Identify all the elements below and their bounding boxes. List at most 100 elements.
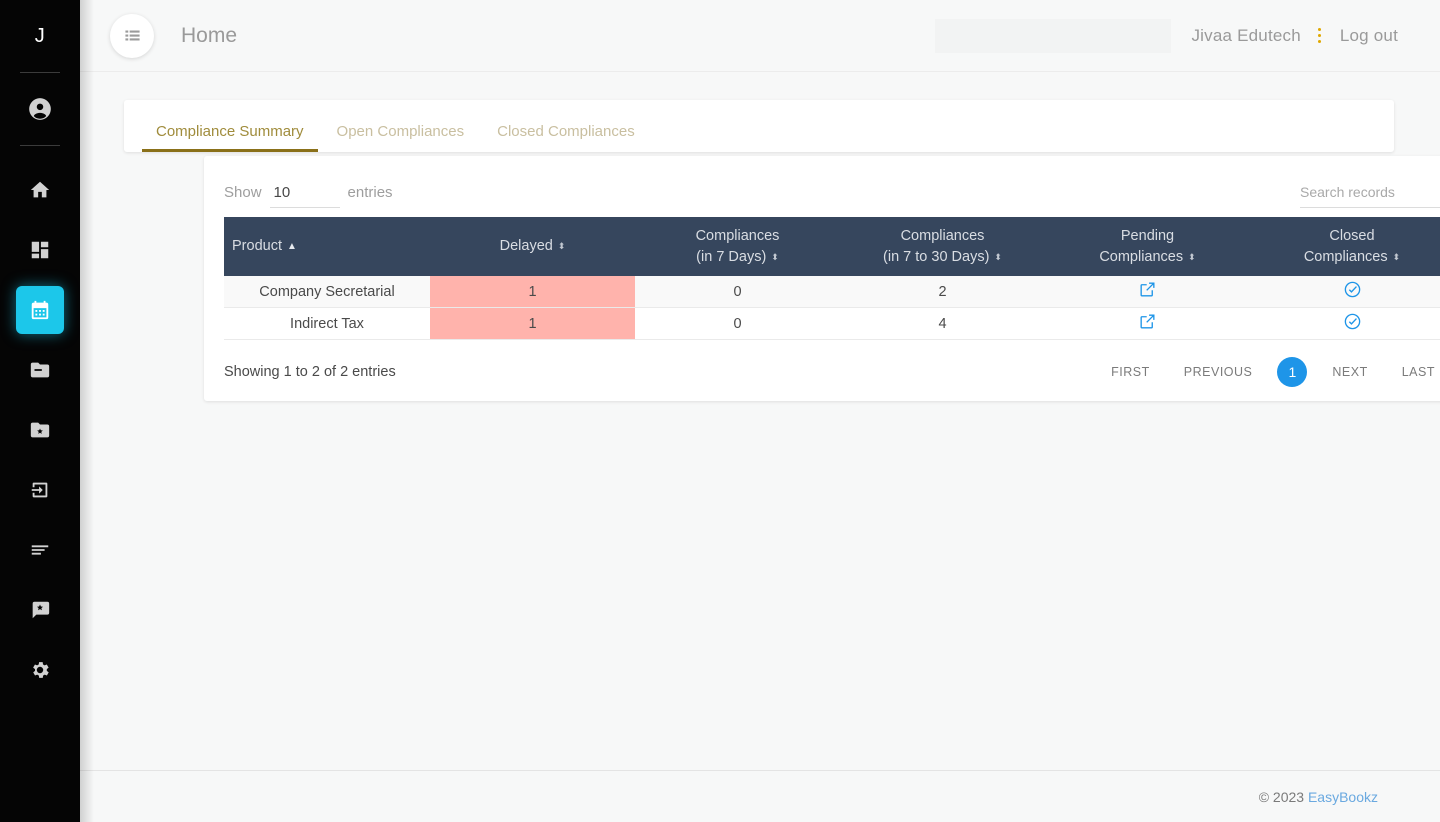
copyright: © 2023 EasyBookz — [1259, 789, 1378, 805]
sort-both-icon: ⬍ — [557, 241, 566, 252]
list-lines-icon — [29, 539, 51, 561]
sidebar-item-login[interactable] — [0, 460, 80, 520]
cell-closed-compliances[interactable] — [1250, 307, 1440, 341]
table-header-row: Product ▲ Delayed ⬍ Compliances (in 7 Days… — [224, 217, 1440, 277]
tab-bar: Compliance Summary Open Compliances Clos… — [124, 100, 1394, 152]
column-label-compliances-7-days-line1: Compliances — [695, 228, 780, 244]
show-label: Show — [224, 184, 262, 201]
sidebar-item-feedback[interactable] — [0, 580, 80, 640]
cell-pending-compliances[interactable] — [1045, 307, 1250, 341]
sidebar: J — [0, 0, 80, 822]
cell-closed-compliances[interactable] — [1250, 276, 1440, 309]
compliance-summary-table: Product ▲ Delayed ⬍ Compliances (in 7 Days… — [224, 217, 1440, 341]
table-body: Company Secretarial 1 0 2 — [224, 276, 1440, 341]
chat-star-icon — [29, 599, 51, 621]
show-entries-control: Show entries — [224, 184, 393, 208]
pagination-page-1[interactable]: 1 — [1277, 357, 1308, 388]
entries-label: entries — [347, 184, 393, 201]
column-label-compliances-7-to-30-days-line2: (in 7 to 30 Days) — [883, 248, 990, 265]
column-header-delayed[interactable]: Delayed ⬍ — [430, 217, 635, 277]
cell-delayed: 1 — [430, 276, 635, 309]
table-controls: Show entries — [204, 156, 1440, 208]
pagination-last[interactable]: LAST — [1401, 365, 1435, 380]
folder-star-icon — [29, 419, 51, 441]
tab-open-compliances[interactable]: Open Compliances — [336, 123, 465, 140]
column-header-pending-compliances[interactable]: Pending Compliances ⬍ — [1045, 217, 1250, 277]
column-label-pending-line1: Pending — [1120, 228, 1175, 244]
column-label-compliances-7-days-line2: (in 7 Days) — [696, 248, 767, 265]
cell-compliances-7-days: 0 — [635, 307, 840, 341]
pagination: FIRST PREVIOUS 1 NEXT LAST — [1094, 357, 1440, 388]
dashboard-icon — [29, 239, 51, 261]
column-label-closed-line2: Compliances — [1303, 248, 1388, 265]
column-header-product[interactable]: Product ▲ — [224, 217, 430, 277]
organization-name: Jivaa Edutech — [1191, 25, 1301, 45]
pagination-previous[interactable]: PREVIOUS — [1183, 365, 1253, 380]
footer-divider — [80, 770, 1440, 771]
check-circle-icon[interactable] — [1343, 312, 1362, 331]
column-label-delayed: Delayed — [499, 238, 553, 255]
column-header-compliances-7-to-30-days[interactable]: Compliances (in 7 to 30 Days) ⬍ — [840, 217, 1045, 277]
page-title: Home — [181, 23, 238, 47]
tab-closed-compliances[interactable]: Closed Compliances — [497, 123, 635, 140]
table-footer: Showing 1 to 2 of 2 entries FIRST PREVIO… — [204, 340, 1440, 388]
sidebar-item-settings[interactable] — [0, 640, 80, 700]
sidebar-item-profile[interactable] — [0, 73, 80, 145]
sort-both-icon: ⬍ — [771, 251, 779, 262]
brand-initial: J — [34, 24, 46, 47]
cell-compliances-7-days: 0 — [635, 276, 840, 309]
brand-link[interactable]: EasyBookz — [1307, 788, 1378, 805]
top-search-field[interactable] — [935, 18, 1172, 53]
home-icon — [29, 179, 51, 201]
sort-both-icon: ⬍ — [1188, 251, 1196, 262]
sidebar-nav-list — [0, 146, 80, 700]
cell-delayed: 1 — [430, 307, 635, 341]
list-menu-icon — [124, 27, 141, 44]
entries-info: Showing 1 to 2 of 2 entries — [224, 364, 396, 381]
sidebar-item-dashboard[interactable] — [0, 220, 80, 280]
page-footer: © 2023 EasyBookz — [80, 771, 1440, 822]
search-input[interactable] — [1300, 184, 1440, 208]
page-container: Home Jivaa Edutech Log out Compliance Su… — [80, 0, 1440, 822]
top-bar: Home Jivaa Edutech Log out — [80, 0, 1440, 72]
tab-compliance-summary[interactable]: Compliance Summary — [142, 124, 318, 152]
sidebar-item-favorites[interactable] — [0, 400, 80, 460]
logout-button[interactable]: Log out — [1339, 25, 1398, 45]
cell-product: Indirect Tax — [224, 307, 430, 341]
table-row: Indirect Tax 1 0 4 — [224, 307, 1440, 341]
column-label-pending-line2: Compliances — [1099, 248, 1184, 265]
sort-both-icon: ⬍ — [994, 251, 1002, 262]
sidebar-divider-bottom — [20, 145, 60, 146]
compliance-summary-card: Show entries Product ▲ — [204, 156, 1440, 401]
menu-toggle-button[interactable] — [110, 13, 154, 58]
table-row: Company Secretarial 1 0 2 — [224, 276, 1440, 309]
pagination-next[interactable]: NEXT — [1332, 365, 1368, 380]
sort-both-icon: ⬍ — [1392, 251, 1401, 262]
cell-pending-compliances[interactable] — [1045, 276, 1250, 309]
pagination-first[interactable]: FIRST — [1111, 365, 1150, 380]
more-vertical-icon[interactable] — [1312, 24, 1327, 47]
sidebar-divider-top — [20, 72, 60, 73]
column-header-compliances-7-days[interactable]: Compliances (in 7 Days) ⬍ — [635, 217, 840, 277]
check-circle-icon[interactable] — [1343, 280, 1362, 299]
cell-compliances-7-to-30-days: 4 — [840, 307, 1045, 341]
gear-icon — [29, 659, 51, 681]
top-bar-right: Jivaa Edutech Log out — [935, 0, 1440, 71]
table-header: Product ▲ Delayed ⬍ Compliances (in 7 Days… — [224, 217, 1440, 277]
cell-compliances-7-to-30-days: 2 — [840, 276, 1045, 309]
column-label-closed-line1: Closed — [1329, 228, 1375, 244]
column-header-closed-compliances[interactable]: Closed Compliances ⬍ — [1250, 217, 1440, 277]
search-control — [1300, 184, 1440, 208]
sidebar-item-home[interactable] — [0, 160, 80, 220]
page-length-input[interactable] — [269, 184, 340, 208]
column-label-product: Product — [232, 238, 282, 255]
folder-icon — [29, 359, 51, 381]
content-area: Compliance Summary Open Compliances Clos… — [80, 72, 1440, 770]
open-in-new-icon[interactable] — [1138, 312, 1157, 331]
sidebar-item-compliance[interactable] — [0, 280, 80, 340]
sidebar-item-documents[interactable] — [0, 340, 80, 400]
open-in-new-icon[interactable] — [1138, 280, 1157, 299]
column-label-compliances-7-to-30-days-line1: Compliances — [900, 228, 985, 244]
sidebar-item-reports[interactable] — [0, 520, 80, 580]
